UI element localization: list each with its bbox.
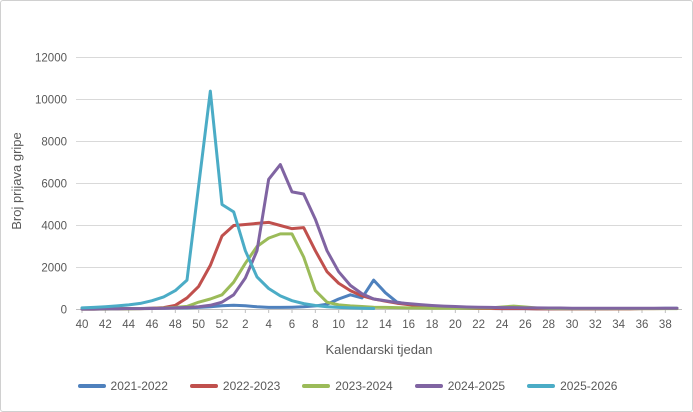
- legend-label: 2024-2025: [447, 379, 506, 393]
- x-tick-label: 34: [612, 319, 625, 331]
- x-tick-label: 24: [496, 319, 509, 331]
- y-tick-label: 10000: [35, 95, 67, 107]
- x-tick-label: 36: [636, 319, 649, 331]
- legend-swatch-2023-2024: [302, 384, 331, 388]
- x-tick-label: 12: [356, 319, 369, 331]
- legend-label: 2022-2023: [222, 379, 281, 393]
- legend: 2021-2022 2022-2023 2023-2024 2024-2025 2025…: [1, 379, 692, 393]
- x-tick-label: 6: [289, 319, 295, 331]
- x-tick-label: 48: [169, 319, 182, 331]
- series-line-2022-2023: [80, 220, 679, 311]
- x-tick-label: 4: [265, 319, 272, 331]
- x-tick-label: 46: [146, 319, 159, 331]
- x-tick-label: 40: [76, 319, 89, 331]
- legend-item-2022-2023: 2022-2023: [189, 379, 281, 393]
- legend-item-2021-2022: 2021-2022: [77, 379, 168, 393]
- y-tick-label: 4000: [41, 221, 67, 233]
- x-tick-label: 26: [519, 319, 532, 331]
- legend-swatch-2024-2025: [414, 384, 443, 388]
- x-tick-label: 10: [332, 319, 345, 331]
- legend-label: 2021-2022: [110, 379, 168, 393]
- x-tick-label: 20: [449, 319, 462, 331]
- series-line-2023-2024: [80, 232, 679, 311]
- x-tick-label: 16: [402, 319, 415, 331]
- y-tick-label: 2000: [41, 263, 67, 275]
- x-tick-label: 42: [99, 319, 112, 331]
- legend-swatch-2021-2022: [77, 384, 106, 388]
- series-line-2024-2025: [80, 163, 679, 311]
- y-tick-label: 6000: [41, 179, 67, 191]
- x-tick-label: 44: [122, 319, 135, 331]
- x-tick-label: 22: [472, 319, 485, 331]
- x-tick-label: 38: [659, 319, 672, 331]
- x-tick-label: 30: [566, 319, 579, 331]
- x-tick-label: 32: [589, 319, 602, 331]
- x-tick-label: 2: [242, 319, 248, 331]
- x-tick-label: 50: [192, 319, 205, 331]
- x-tick-label: 28: [542, 319, 555, 331]
- legend-swatch-2022-2023: [189, 384, 218, 388]
- legend-item-2025-2026: 2025-2026: [527, 379, 617, 393]
- x-tick-label: 52: [216, 319, 229, 331]
- legend-label: 2023-2024: [335, 379, 393, 393]
- x-tick-label: 18: [426, 319, 439, 331]
- x-tick-label: 8: [312, 319, 318, 331]
- legend-label: 2025-2026: [560, 379, 618, 393]
- x-tick-label: 14: [379, 319, 392, 331]
- y-tick-label: 12000: [35, 53, 67, 65]
- y-tick-label: 8000: [41, 137, 67, 149]
- y-tick-label: 0: [61, 305, 67, 317]
- series-line-2025-2026: [80, 89, 376, 310]
- x-axis-title: Kalendarski tjedan: [325, 342, 433, 357]
- legend-item-2024-2025: 2024-2025: [414, 379, 506, 393]
- legend-item-2023-2024: 2023-2024: [302, 379, 393, 393]
- legend-swatch-2025-2026: [527, 384, 556, 388]
